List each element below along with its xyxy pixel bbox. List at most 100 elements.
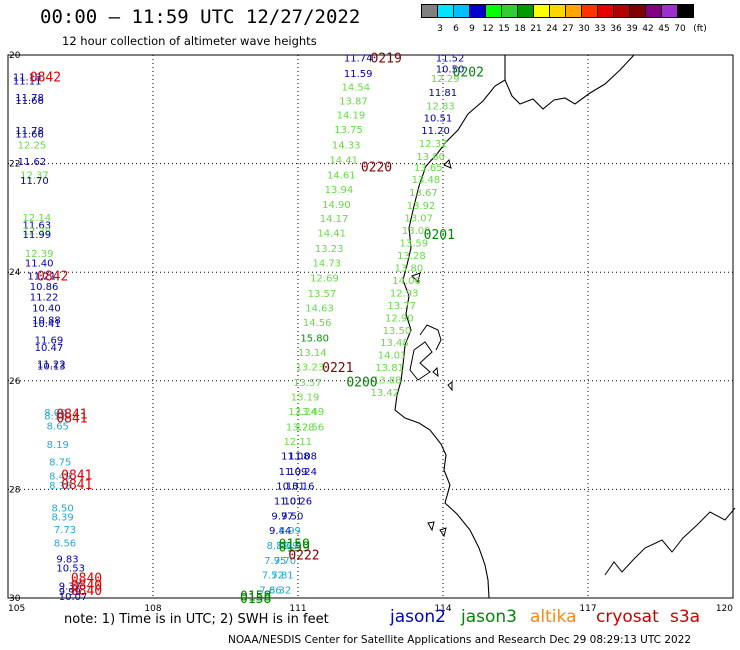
wave-height-value: 13.49	[296, 407, 325, 418]
wave-height-value: 12.39	[25, 249, 54, 260]
wave-height-value: 8.75	[49, 458, 71, 469]
wave-height-value: 7.52	[262, 571, 284, 582]
time-marker: 0842	[30, 71, 61, 86]
wave-height-value: 14.41	[329, 155, 358, 166]
colorbar-label: 12	[482, 24, 494, 34]
wave-height-value: 14.17	[320, 214, 349, 225]
wave-height-value: 11.74	[344, 54, 373, 65]
wave-height-value: 11.66	[15, 130, 44, 141]
legend-s3a: s3a	[670, 607, 701, 627]
map-subtitle: 12 hour collection of altimeter wave hei…	[62, 34, 317, 48]
lon-tick-label: 111	[289, 604, 306, 614]
wave-height-value: 10.31	[276, 482, 305, 493]
coastline-southeast	[604, 507, 736, 576]
wave-height-value: 11.40	[25, 258, 54, 269]
coastline-inlet	[409, 341, 433, 381]
map-title: 00:00 – 11:59 UTC 12/27/2022	[40, 6, 361, 28]
map-frame	[7, 54, 734, 599]
colorbar-label: 45	[658, 24, 670, 34]
wave-height-value: 13.07	[404, 213, 433, 224]
wave-height-value: 13.23	[315, 244, 344, 255]
wave-height-value: 11.20	[421, 126, 450, 137]
wave-height-value: 12.90	[385, 313, 414, 324]
wave-height-value: 13.14	[298, 348, 327, 359]
wave-height-value: 10.16	[286, 482, 315, 493]
legend-altika: altika	[530, 607, 577, 627]
wave-height-value: 11.63	[23, 220, 52, 231]
wave-height-value: 13.77	[387, 301, 416, 312]
wave-height-value: 13.59	[400, 238, 429, 249]
wave-height-value: 11.09	[279, 467, 308, 478]
wave-height-value: 14.19	[337, 111, 366, 122]
wave-height-value: 13.75	[334, 125, 363, 136]
wave-height-value: 11.08	[288, 452, 317, 463]
time-marker: 0221	[322, 361, 353, 376]
colorbar-label: 15	[498, 24, 510, 34]
colorbar-label: 39	[626, 24, 638, 34]
lat-tick-label: 20	[9, 51, 21, 61]
wave-height-value: 8.39	[52, 513, 74, 524]
wave-height-value: 7.95	[264, 556, 286, 567]
time-marker: 0202	[453, 65, 484, 80]
colorbar-label: 21	[530, 24, 542, 34]
wave-height-value: 11.22	[30, 293, 59, 304]
colorbar-label: 70	[674, 24, 686, 34]
wave-height-value: 12.25	[18, 141, 47, 152]
wave-height-value: 7.73	[54, 525, 76, 536]
wave-height-value: 12.24	[288, 407, 317, 418]
wave-height-value: 14.56	[303, 318, 332, 329]
wave-height-value: 9.83	[56, 554, 78, 565]
lat-tick-label: 30	[9, 594, 21, 604]
wave-height-value: 13.80	[395, 263, 424, 274]
time-marker: 0200	[346, 375, 377, 390]
lon-tick-label: 120	[716, 604, 733, 614]
colorbar-label: 18	[514, 24, 526, 34]
wave-height-value: 8.50	[52, 503, 74, 514]
wave-height-value: 10.88	[32, 315, 61, 326]
time-marker: 0840	[71, 571, 102, 586]
wave-height-value: 8.19	[47, 440, 69, 451]
colorbar-unit: (ft)	[693, 24, 707, 34]
wave-height-value: 13.08	[402, 226, 431, 237]
wave-height-value: 13.48	[412, 175, 441, 186]
colorbar-label: 9	[469, 24, 475, 34]
wave-height-value: 12.93	[390, 288, 419, 299]
wave-height-value: 12.11	[284, 437, 313, 448]
wave-height-value: 14.06	[392, 276, 421, 287]
wave-height-value: 13.28	[286, 422, 315, 433]
footer-note: note: 1) Time is in UTC; 2) SWH is in fe…	[64, 612, 329, 627]
colorbar-label: 33	[594, 24, 606, 34]
lon-tick-label: 114	[434, 604, 451, 614]
wave-height-value: 11.70	[20, 176, 49, 187]
time-marker: 0841	[61, 469, 92, 484]
colorbar-label: 27	[562, 24, 574, 34]
wave-height-value: 7.70	[274, 556, 296, 567]
coastline	[394, 54, 736, 599]
colorbar-label: 30	[578, 24, 590, 34]
legend-jason2: jason2	[390, 607, 446, 627]
time-marker: 0842	[37, 269, 68, 284]
wave-height-value: 13.23	[296, 363, 325, 374]
wave-height-value: 9.50	[281, 511, 303, 522]
wave-height-value: 13.28	[397, 251, 426, 262]
wave-height-value: 12.37	[20, 170, 49, 181]
wave-height-value: 10.07	[59, 592, 88, 603]
wave-height-value: 9.44	[269, 526, 291, 537]
wave-height-value: 8.38	[49, 481, 71, 492]
wave-height-value: 14.63	[305, 303, 334, 314]
wave-height-value: 11.66	[15, 96, 44, 107]
wave-height-value: 14.61	[327, 170, 356, 181]
wave-height-value: 12.32	[419, 139, 448, 150]
wave-height-value: 13.42	[371, 388, 400, 399]
lat-tick-label: 28	[9, 485, 21, 495]
time-markers: 0842084208410841084108410840084008400219…	[30, 52, 484, 607]
wave-height-value: 13.57	[308, 289, 337, 300]
lat-tick-label: 22	[9, 160, 20, 170]
wave-height-value: 11.78	[15, 126, 44, 137]
wave-height-value: 8.19	[276, 541, 298, 552]
wave-height-value: 12.83	[426, 101, 455, 112]
wave-height-value: 9.77	[271, 511, 293, 522]
wave-height-value: 14.90	[322, 200, 351, 211]
wave-height-value: 14.41	[317, 229, 346, 240]
colorbar-label: 36	[610, 24, 622, 34]
